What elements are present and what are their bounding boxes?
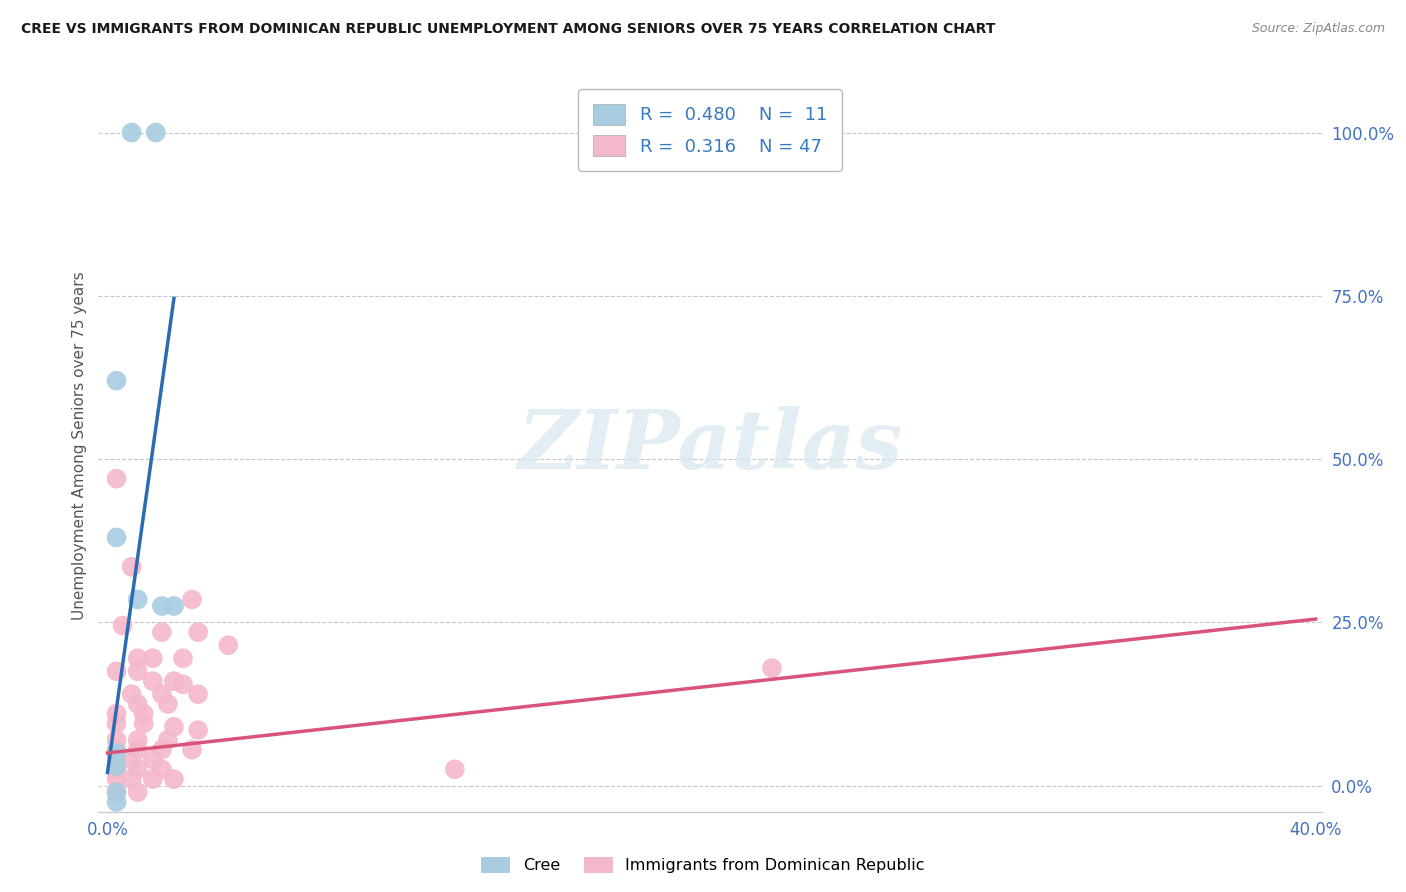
Point [145,126,167,140]
Point [172,677,194,691]
Point [150,599,173,613]
Point [105,746,128,760]
Point [761,661,783,675]
Point [127,762,149,776]
Point [111,618,134,632]
Point [127,697,149,711]
Point [127,742,149,756]
Point [181,592,204,607]
Point [181,742,204,756]
Point [156,732,179,747]
Point [121,687,143,701]
Point [127,665,149,679]
Point [172,651,194,665]
Point [142,674,165,689]
Point [163,599,186,613]
Point [187,723,209,737]
Point [105,795,128,809]
Text: Source: ZipAtlas.com: Source: ZipAtlas.com [1251,22,1385,36]
Point [132,716,155,731]
Point [121,559,143,574]
Point [163,720,186,734]
Point [105,530,128,544]
Point [142,752,165,766]
Point [217,638,239,652]
Point [443,762,465,776]
Point [127,651,149,665]
Text: CREE VS IMMIGRANTS FROM DOMINICAN REPUBLIC UNEMPLOYMENT AMONG SENIORS OVER 75 YE: CREE VS IMMIGRANTS FROM DOMINICAN REPUBL… [21,22,995,37]
Point [105,732,128,747]
Point [132,706,155,721]
Point [142,651,165,665]
Point [121,772,143,786]
Point [163,674,186,689]
Point [105,374,128,388]
Point [187,625,209,640]
Point [187,687,209,701]
Point [105,665,128,679]
Point [121,752,143,766]
Point [105,752,128,766]
Point [150,762,173,776]
Point [105,716,128,731]
Point [105,759,128,773]
Point [105,772,128,786]
Point [150,625,173,640]
Point [150,687,173,701]
Point [105,742,128,756]
Point [105,785,128,799]
Legend: R =  0.480    N =  11, R =  0.316    N = 47: R = 0.480 N = 11, R = 0.316 N = 47 [578,89,842,170]
Point [105,706,128,721]
Point [163,772,186,786]
Point [142,772,165,786]
Legend: Cree, Immigrants from Dominican Republic: Cree, Immigrants from Dominican Republic [475,850,931,880]
Point [150,742,173,756]
Text: ZIPatlas: ZIPatlas [517,406,903,486]
Point [105,785,128,799]
Point [127,785,149,799]
Y-axis label: Unemployment Among Seniors over 75 years: Unemployment Among Seniors over 75 years [72,272,87,620]
Point [127,732,149,747]
Point [127,592,149,607]
Point [156,697,179,711]
Point [105,762,128,776]
Point [105,472,128,486]
Point [121,126,143,140]
